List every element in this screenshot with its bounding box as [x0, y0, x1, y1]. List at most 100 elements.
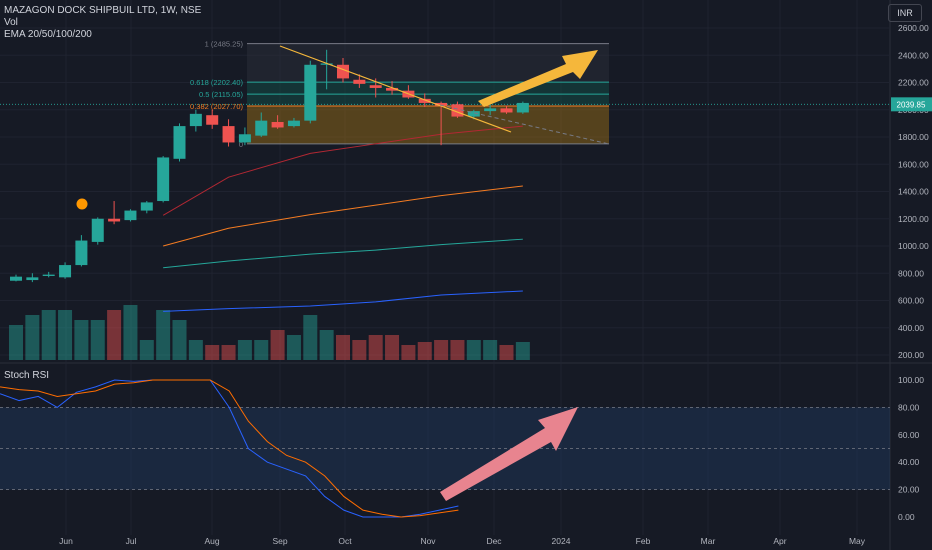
price-tick-label: 2200.00: [898, 78, 929, 88]
volume-bar: [139, 340, 154, 360]
time-tick-label: Nov: [420, 536, 436, 546]
time-tick-label: Mar: [701, 536, 716, 546]
price-tick-label: 1200.00: [898, 214, 929, 224]
stoch-tick-label: 20.00: [898, 485, 920, 495]
volume-bar: [352, 340, 367, 360]
candle-body: [418, 98, 431, 103]
volume-bar: [41, 310, 56, 360]
price-tick-label: 1400.00: [898, 187, 929, 197]
time-tick-label: Jul: [126, 536, 137, 546]
volume-bar: [156, 310, 171, 360]
candle-body: [304, 64, 317, 121]
price-tick-label: 2600.00: [898, 23, 929, 33]
ema-line: [163, 238, 523, 269]
price-tick-label: 800.00: [898, 268, 924, 278]
volume-bar: [466, 340, 481, 360]
candle-body: [75, 240, 88, 266]
volume-bar: [221, 345, 236, 360]
candle-body: [26, 277, 39, 281]
descending-trendline: [279, 45, 512, 133]
candle-body: [386, 87, 399, 91]
time-tick-label: 2024: [552, 536, 571, 546]
stoch-rsi-label: Stoch RSI: [4, 370, 50, 381]
current-price-badge: [891, 97, 932, 112]
currency-button[interactable]: INR: [888, 4, 922, 22]
volume-bar: [270, 330, 285, 360]
candle-body: [173, 126, 186, 159]
volume-bar: [9, 325, 23, 360]
time-tick-label: Aug: [204, 536, 219, 546]
stoch-tick-label: 80.00: [898, 402, 920, 412]
stoch-line: [0, 379, 459, 518]
current-price-value: 2039.85: [897, 100, 926, 109]
candle-body: [484, 108, 497, 112]
candle-body: [124, 210, 137, 221]
volume-bar: [205, 345, 220, 360]
volume-bar: [254, 340, 269, 360]
stoch-up-arrow: [440, 407, 578, 501]
volume-bar: [303, 315, 318, 360]
volume-bar: [90, 320, 105, 360]
ema-label: EMA 20/50/100/200: [4, 29, 92, 40]
stoch-line: [0, 379, 459, 518]
price-up-arrow: [478, 50, 598, 107]
fib-level-label: 0: [239, 140, 243, 149]
volume-label: Vol: [4, 17, 18, 28]
volume-bar: [172, 320, 187, 360]
fib-level-label: 0.5 (2115.05): [199, 90, 244, 99]
volume-bar: [385, 335, 400, 360]
candle-body: [435, 102, 448, 106]
volume-bar: [515, 342, 530, 360]
candle-body: [206, 115, 219, 125]
volume-bar: [434, 340, 449, 360]
price-tick-label: 1600.00: [898, 159, 929, 169]
candle-body: [91, 218, 104, 242]
candle-body: [189, 113, 202, 127]
price-tick-label: 400.00: [898, 323, 924, 333]
volume-bar: [237, 340, 252, 360]
volume-bar: [319, 330, 334, 360]
time-tick-label: Jun: [59, 536, 73, 546]
fib-level-label: 1 (2485.25): [205, 40, 244, 49]
time-tick-label: May: [849, 536, 866, 546]
fib-level-label: 0.618 (2202.40): [190, 78, 243, 87]
candle-body: [369, 85, 382, 88]
volume-bar: [123, 305, 138, 360]
event-marker: [76, 198, 88, 210]
ema-line: [162, 125, 523, 216]
candle-body: [108, 218, 121, 222]
volume-bar: [286, 335, 301, 360]
time-tick-label: Sep: [272, 536, 287, 546]
time-tick-label: Oct: [338, 536, 352, 546]
ema-line: [163, 185, 523, 247]
time-tick-label: Dec: [486, 536, 502, 546]
volume-bar: [25, 315, 40, 360]
volume-bar: [74, 320, 89, 360]
stoch-tick-label: 0.00: [898, 512, 915, 522]
stoch-tick-label: 60.00: [898, 430, 920, 440]
volume-bar: [483, 340, 498, 360]
candle-body: [287, 120, 300, 127]
candle-body: [42, 274, 55, 276]
candle-body: [271, 122, 284, 128]
volume-bar: [499, 345, 514, 360]
candle-body: [467, 111, 480, 117]
price-tick-label: 1800.00: [898, 132, 929, 142]
price-tick-label: 1000.00: [898, 241, 929, 251]
candle-body: [320, 63, 333, 65]
volume-bar: [336, 335, 350, 360]
candle-body: [255, 120, 268, 136]
volume-bar: [368, 335, 383, 360]
chart-title: MAZAGON DOCK SHIPBUIL LTD, 1W, NSE: [4, 5, 202, 16]
stoch-tick-label: 40.00: [898, 457, 920, 467]
volume-bar: [58, 310, 73, 360]
volume-bar: [401, 345, 416, 360]
price-tick-label: 600.00: [898, 296, 924, 306]
fib-level-label: 0.382 (2027.70): [190, 102, 243, 111]
candle-body: [222, 126, 235, 143]
candle-body: [353, 79, 366, 84]
volume-bar: [188, 340, 203, 360]
candle-body: [59, 265, 72, 278]
fib-zone-bottom: [247, 105, 609, 144]
